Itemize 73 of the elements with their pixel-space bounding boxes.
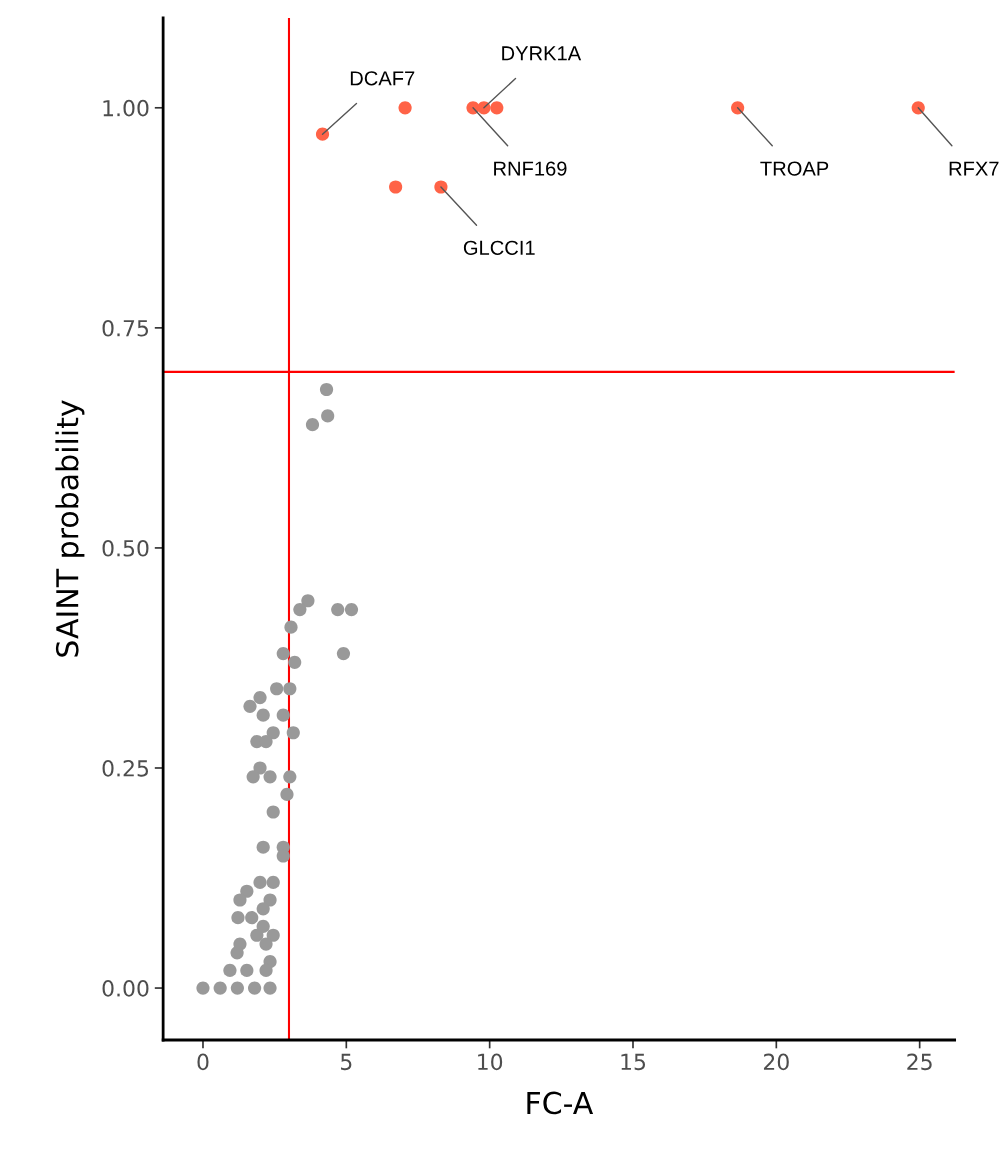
point <box>276 708 290 722</box>
point <box>256 919 270 934</box>
point <box>286 726 300 740</box>
point <box>266 805 280 819</box>
point <box>288 655 302 669</box>
point <box>490 101 504 115</box>
x-axis-title: FC-A <box>527 1091 594 1115</box>
point <box>270 682 284 696</box>
point <box>230 981 244 995</box>
y-tick-label: 0.50 <box>102 539 149 557</box>
point <box>223 963 237 978</box>
y-tick-label: 0.00 <box>102 980 149 997</box>
point <box>240 963 254 978</box>
point <box>246 770 260 784</box>
point <box>266 726 280 740</box>
x-tick-label: 20 <box>763 1053 789 1071</box>
point <box>263 981 277 995</box>
point <box>293 602 307 617</box>
point <box>259 963 273 978</box>
point <box>250 928 264 942</box>
point <box>477 101 491 115</box>
point <box>283 682 297 696</box>
y-tick-label: 1.00 <box>103 99 149 117</box>
point <box>284 620 298 634</box>
point <box>256 902 270 916</box>
point <box>731 101 745 115</box>
point <box>196 981 210 995</box>
y-axis-title: SAINT probability <box>55 400 85 657</box>
annotation: RNF169 <box>494 161 567 176</box>
point <box>283 770 297 784</box>
annotation: DYRK1A <box>502 46 582 61</box>
point <box>315 127 330 141</box>
point <box>213 981 227 995</box>
point <box>344 602 359 617</box>
point <box>263 770 277 784</box>
point <box>305 418 320 432</box>
y-tick-label: 0.75 <box>102 319 149 337</box>
point <box>253 690 267 705</box>
point <box>259 735 273 749</box>
point <box>266 875 280 890</box>
x-tick-label: 0 <box>197 1053 209 1071</box>
point <box>256 840 270 854</box>
point <box>233 893 247 907</box>
point <box>276 849 290 863</box>
point <box>398 101 412 115</box>
x-tick-label: 15 <box>621 1053 646 1071</box>
point <box>253 875 267 890</box>
point <box>259 937 273 951</box>
point <box>247 981 262 995</box>
annotation: RFX7 <box>949 161 999 176</box>
point <box>331 602 345 617</box>
annotation: GLCCI1 <box>463 240 535 255</box>
x-tick-label: 10 <box>478 1053 503 1071</box>
point <box>230 946 244 960</box>
point <box>336 646 351 661</box>
point <box>389 180 403 194</box>
point <box>321 409 335 423</box>
point <box>301 594 315 608</box>
point <box>245 911 259 925</box>
point <box>243 699 257 713</box>
point <box>231 911 245 925</box>
point <box>276 646 290 661</box>
point <box>280 787 294 801</box>
point <box>256 708 270 722</box>
annotation: DCAF7 <box>350 71 415 86</box>
y-tick-label: 0.25 <box>102 760 149 777</box>
point <box>240 884 254 898</box>
x-tick-label: 5 <box>341 1053 352 1071</box>
point <box>911 101 925 115</box>
point <box>266 928 280 942</box>
x-tick-label: 25 <box>907 1053 932 1071</box>
annotation: TROAP <box>760 161 829 176</box>
point <box>319 382 334 397</box>
